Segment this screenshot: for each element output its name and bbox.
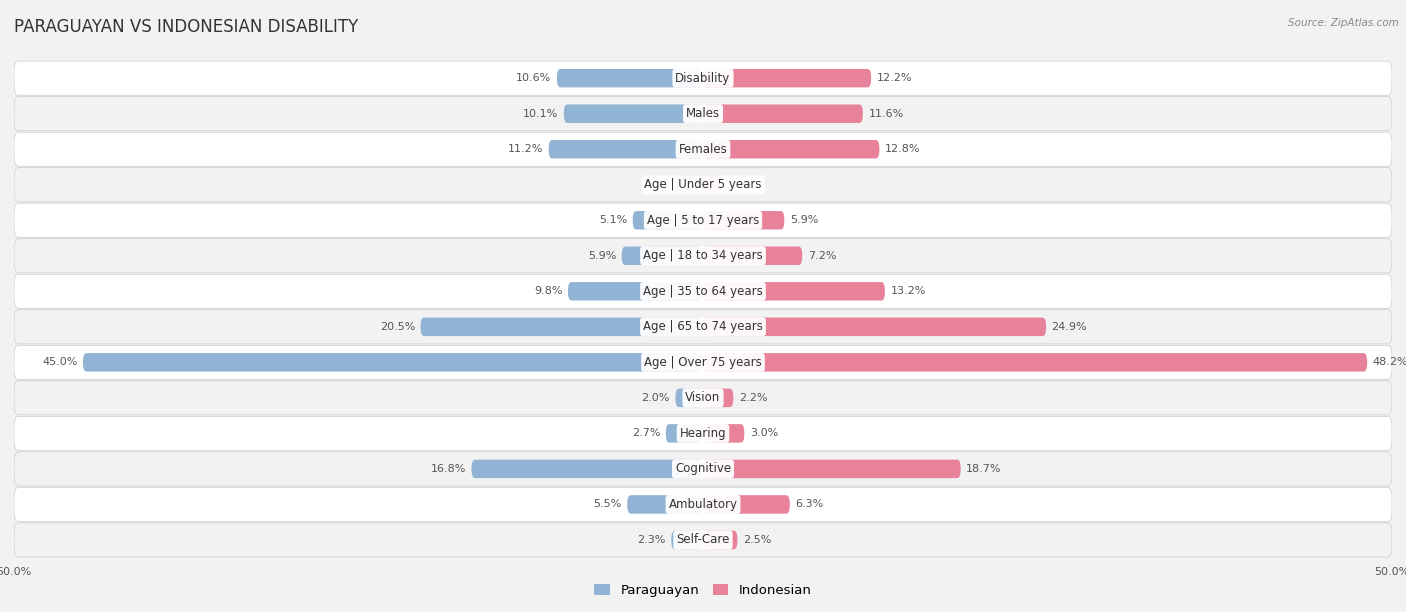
Text: Age | Over 75 years: Age | Over 75 years: [644, 356, 762, 369]
Text: 2.0%: 2.0%: [641, 180, 669, 190]
FancyBboxPatch shape: [633, 211, 703, 230]
Text: 12.8%: 12.8%: [884, 144, 921, 154]
Text: Age | 65 to 74 years: Age | 65 to 74 years: [643, 320, 763, 334]
Text: 5.9%: 5.9%: [790, 215, 818, 225]
FancyBboxPatch shape: [14, 239, 1392, 273]
Text: Females: Females: [679, 143, 727, 155]
FancyBboxPatch shape: [471, 460, 703, 478]
Text: 12.2%: 12.2%: [876, 73, 912, 83]
FancyBboxPatch shape: [14, 452, 1392, 486]
FancyBboxPatch shape: [14, 381, 1392, 415]
FancyBboxPatch shape: [703, 282, 884, 300]
FancyBboxPatch shape: [14, 168, 1392, 202]
FancyBboxPatch shape: [703, 69, 872, 88]
FancyBboxPatch shape: [666, 424, 703, 442]
Text: 7.2%: 7.2%: [807, 251, 837, 261]
FancyBboxPatch shape: [675, 389, 703, 407]
FancyBboxPatch shape: [14, 345, 1392, 379]
Text: Age | 18 to 34 years: Age | 18 to 34 years: [643, 249, 763, 263]
FancyBboxPatch shape: [671, 531, 703, 549]
Text: 16.8%: 16.8%: [430, 464, 465, 474]
Text: Age | 35 to 64 years: Age | 35 to 64 years: [643, 285, 763, 298]
Text: 48.2%: 48.2%: [1372, 357, 1406, 367]
Text: PARAGUAYAN VS INDONESIAN DISABILITY: PARAGUAYAN VS INDONESIAN DISABILITY: [14, 18, 359, 36]
Text: Hearing: Hearing: [679, 427, 727, 440]
FancyBboxPatch shape: [627, 495, 703, 513]
FancyBboxPatch shape: [703, 389, 734, 407]
FancyBboxPatch shape: [703, 211, 785, 230]
Text: 10.6%: 10.6%: [516, 73, 551, 83]
Text: 1.2%: 1.2%: [725, 180, 754, 190]
Text: 2.5%: 2.5%: [742, 535, 772, 545]
FancyBboxPatch shape: [14, 132, 1392, 166]
Text: 5.5%: 5.5%: [593, 499, 621, 509]
Legend: Paraguayan, Indonesian: Paraguayan, Indonesian: [589, 578, 817, 602]
Text: 18.7%: 18.7%: [966, 464, 1001, 474]
Text: Cognitive: Cognitive: [675, 463, 731, 476]
FancyBboxPatch shape: [564, 105, 703, 123]
FancyBboxPatch shape: [420, 318, 703, 336]
FancyBboxPatch shape: [621, 247, 703, 265]
FancyBboxPatch shape: [14, 310, 1392, 344]
FancyBboxPatch shape: [703, 176, 720, 194]
Text: 5.1%: 5.1%: [599, 215, 627, 225]
FancyBboxPatch shape: [14, 487, 1392, 521]
Text: 9.8%: 9.8%: [534, 286, 562, 296]
FancyBboxPatch shape: [14, 523, 1392, 557]
Text: 6.3%: 6.3%: [796, 499, 824, 509]
FancyBboxPatch shape: [14, 274, 1392, 308]
Text: Vision: Vision: [685, 391, 721, 405]
Text: Ambulatory: Ambulatory: [668, 498, 738, 511]
Text: Source: ZipAtlas.com: Source: ZipAtlas.com: [1288, 18, 1399, 28]
Text: 2.7%: 2.7%: [631, 428, 661, 438]
FancyBboxPatch shape: [568, 282, 703, 300]
Text: Disability: Disability: [675, 72, 731, 84]
FancyBboxPatch shape: [703, 247, 803, 265]
FancyBboxPatch shape: [703, 424, 744, 442]
Text: 45.0%: 45.0%: [42, 357, 77, 367]
Text: Males: Males: [686, 107, 720, 120]
Text: 11.2%: 11.2%: [508, 144, 543, 154]
Text: Age | Under 5 years: Age | Under 5 years: [644, 178, 762, 191]
Text: 2.3%: 2.3%: [637, 535, 666, 545]
Text: 10.1%: 10.1%: [523, 109, 558, 119]
FancyBboxPatch shape: [703, 105, 863, 123]
FancyBboxPatch shape: [675, 176, 703, 194]
FancyBboxPatch shape: [703, 460, 960, 478]
FancyBboxPatch shape: [703, 318, 1046, 336]
Text: 5.9%: 5.9%: [588, 251, 616, 261]
FancyBboxPatch shape: [14, 416, 1392, 450]
Text: 3.0%: 3.0%: [749, 428, 778, 438]
Text: 20.5%: 20.5%: [380, 322, 415, 332]
FancyBboxPatch shape: [703, 495, 790, 513]
FancyBboxPatch shape: [548, 140, 703, 159]
FancyBboxPatch shape: [14, 97, 1392, 131]
Text: 11.6%: 11.6%: [869, 109, 904, 119]
FancyBboxPatch shape: [83, 353, 703, 371]
FancyBboxPatch shape: [14, 61, 1392, 95]
Text: 2.2%: 2.2%: [738, 393, 768, 403]
FancyBboxPatch shape: [557, 69, 703, 88]
FancyBboxPatch shape: [703, 353, 1367, 371]
FancyBboxPatch shape: [703, 140, 879, 159]
Text: Self-Care: Self-Care: [676, 534, 730, 547]
FancyBboxPatch shape: [703, 531, 738, 549]
Text: 2.0%: 2.0%: [641, 393, 669, 403]
Text: 24.9%: 24.9%: [1052, 322, 1087, 332]
Text: 13.2%: 13.2%: [890, 286, 925, 296]
FancyBboxPatch shape: [14, 203, 1392, 237]
Text: Age | 5 to 17 years: Age | 5 to 17 years: [647, 214, 759, 227]
